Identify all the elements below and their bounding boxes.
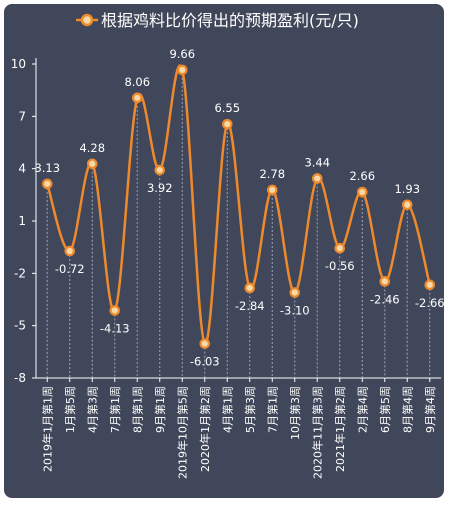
data-label: 8.06 (124, 75, 150, 89)
y-tick-label: -8 (14, 371, 26, 385)
x-tick-label: 7月第1周 (108, 386, 122, 433)
data-point[interactable] (244, 282, 256, 294)
data-point[interactable] (424, 279, 436, 291)
x-tick-label: 9月第1周 (153, 386, 167, 433)
x-axis: 2019年1月第1周 1月第5周 4月第3周 7月第1周 8月第1周 9月第1周 2019年… (36, 377, 441, 479)
data-label: -3.10 (280, 304, 310, 318)
x-tick-label: 10月第3周 (288, 386, 302, 440)
x-tick-label: 9月第4周 (423, 386, 437, 433)
data-point[interactable] (199, 338, 211, 349)
chart-panel (4, 4, 444, 498)
data-label: -4.13 (100, 321, 130, 335)
data-label: -2.84 (235, 299, 265, 313)
data-label: 2.66 (349, 169, 375, 183)
legend[interactable]: 根据鸡料比价得出的预期盈利(元/只) (76, 11, 359, 30)
data-label: 9.66 (169, 47, 195, 61)
series-markers (41, 64, 436, 349)
data-label: -0.56 (325, 259, 355, 273)
data-label: -0.72 (55, 262, 85, 276)
legend-label: 根据鸡料比价得出的预期盈利(元/只) (101, 11, 359, 30)
y-axis: 10 7 4 1 -2 -5 -8 (11, 57, 37, 385)
x-tick-label: 2019年1月第1周 (40, 386, 54, 472)
data-point[interactable] (221, 118, 233, 130)
data-point[interactable] (379, 276, 391, 287)
x-tick-label: 2019年10月第5周 (175, 386, 189, 479)
y-tick-label: 10 (11, 57, 26, 71)
data-point[interactable] (311, 173, 323, 184)
x-tick-label: 2020年11月第3周 (310, 386, 324, 479)
y-tick-label: 7 (18, 109, 26, 123)
data-point[interactable] (154, 164, 166, 176)
data-label: 3.44 (304, 155, 330, 169)
data-point[interactable] (41, 178, 53, 190)
data-point[interactable] (266, 184, 278, 196)
data-label: -2.66 (415, 296, 445, 310)
data-labels: 3.13 -0.72 4.28 -4.13 8.06 3.92 9.66 -6.03 6.55 -… (34, 47, 444, 369)
data-label: 1.93 (394, 182, 420, 196)
x-tick-label: 2020年1月第2周 (198, 386, 212, 472)
data-point[interactable] (86, 158, 98, 170)
x-tick-label: 4月第3周 (85, 386, 99, 433)
drop-lines (46, 69, 431, 378)
data-point[interactable] (109, 305, 121, 316)
data-point[interactable] (401, 199, 413, 211)
data-label: 6.55 (214, 101, 240, 115)
data-point[interactable] (356, 186, 368, 198)
x-tick-label: 7月第1周 (265, 386, 279, 433)
x-tick-label: 2021年1月第2周 (333, 386, 347, 472)
x-tick-label: 5月第3周 (243, 386, 257, 433)
legend-marker-swatch (80, 13, 94, 27)
y-tick-label: 4 (18, 162, 26, 176)
data-point[interactable] (334, 242, 346, 254)
data-label: -6.03 (190, 355, 220, 369)
x-tick-label: 8月第1周 (130, 386, 144, 433)
x-tick-label: 4月第1周 (220, 386, 234, 433)
data-point[interactable] (64, 245, 76, 257)
data-label: 2.78 (259, 167, 285, 181)
data-point[interactable] (176, 64, 188, 76)
y-tick-label: -2 (14, 266, 26, 280)
x-tick-label: 1月第5周 (63, 386, 77, 433)
x-tick-label: 8月第4周 (400, 386, 414, 433)
data-point[interactable] (131, 92, 143, 104)
data-label: -2.46 (370, 292, 400, 306)
y-tick-label: 1 (18, 214, 26, 228)
x-tick-label: 6月第5周 (378, 386, 392, 433)
data-label: 4.28 (79, 141, 105, 155)
x-tick-label: 2月第4周 (355, 386, 369, 433)
data-point[interactable] (289, 287, 301, 298)
data-label: 3.13 (34, 161, 60, 175)
data-label: 3.92 (147, 181, 173, 195)
y-tick-label: -5 (14, 319, 26, 333)
